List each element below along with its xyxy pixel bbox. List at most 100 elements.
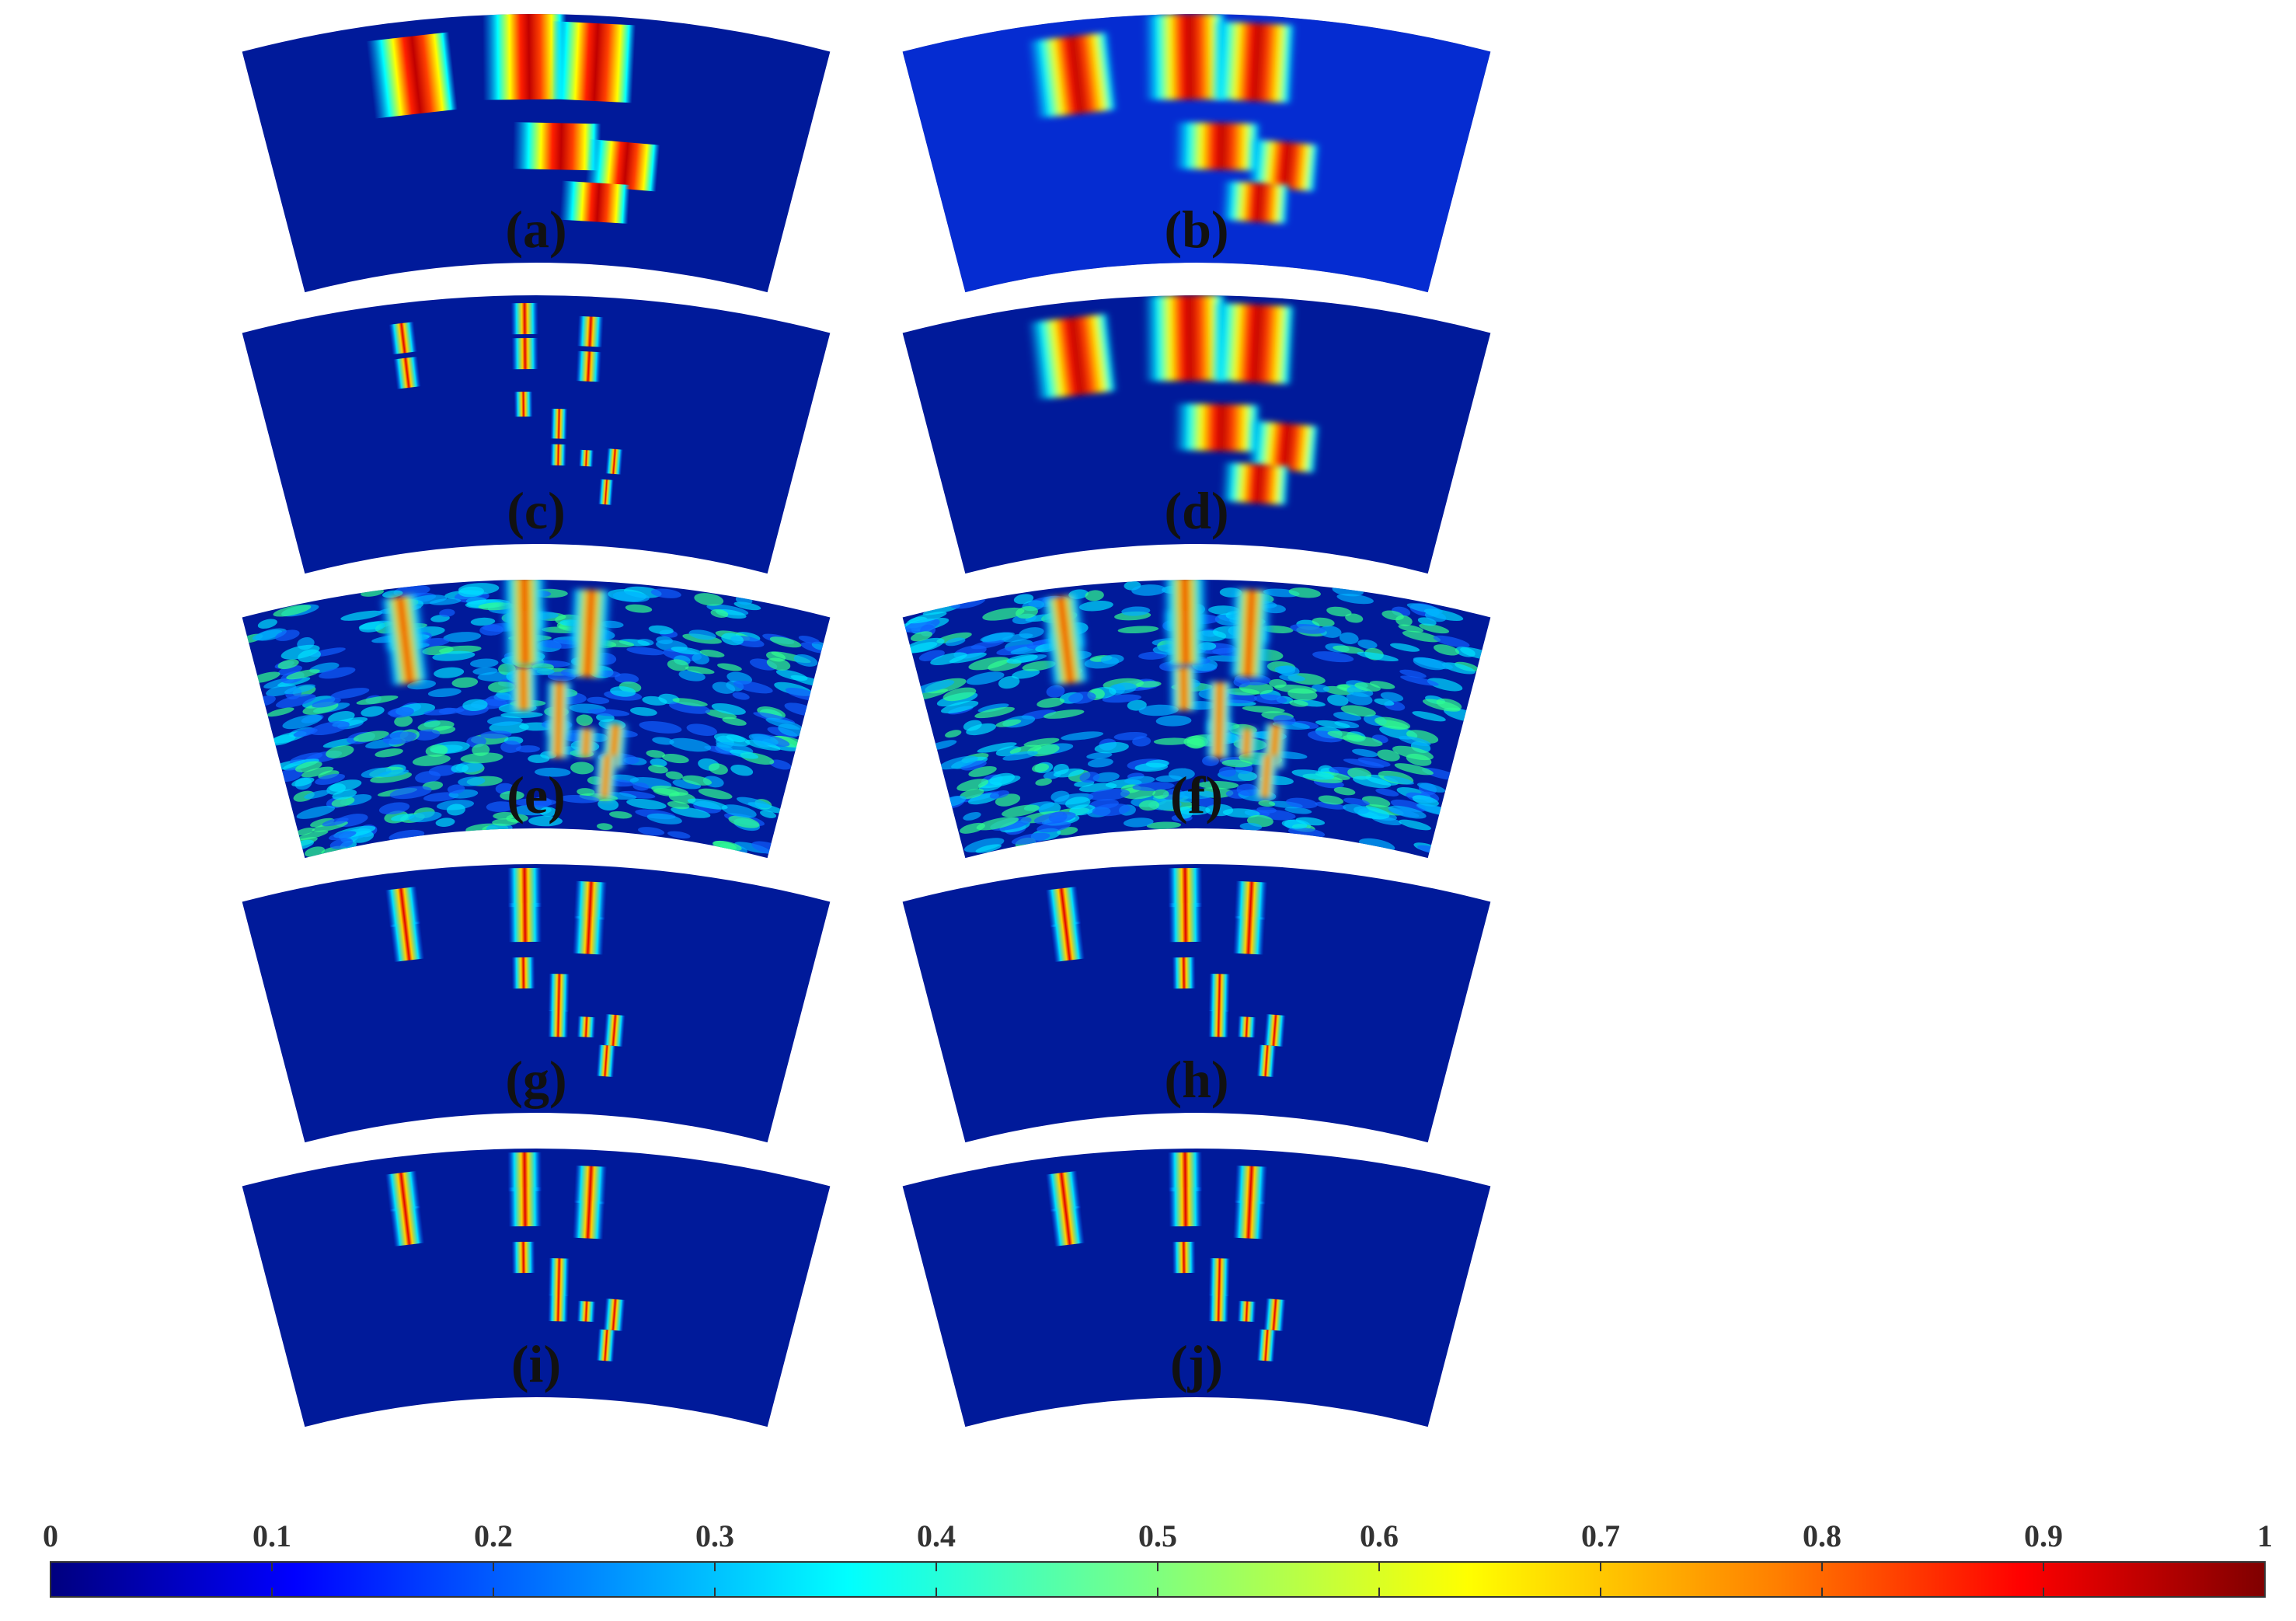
speckle-mark	[576, 714, 593, 727]
panel-d: (d)	[902, 295, 1491, 574]
target-mark	[549, 444, 567, 466]
panel-i: (i)	[242, 1149, 831, 1428]
speckle-mark	[614, 673, 639, 684]
speckle-mark	[412, 754, 451, 766]
target-mark	[543, 720, 573, 758]
sector-content-a	[366, 14, 660, 224]
speckle-mark	[960, 760, 987, 771]
speckle-mark	[310, 817, 335, 828]
speckle-mark	[1399, 819, 1431, 831]
speckle-mark	[1352, 748, 1378, 758]
target-mark	[573, 1165, 608, 1204]
band-mark	[366, 32, 458, 119]
sector-field-j	[902, 1149, 1491, 1428]
speckle-mark	[1202, 755, 1219, 766]
speckle-mark	[1146, 821, 1182, 829]
speckle-mark	[472, 667, 498, 675]
speckle-mark	[980, 632, 1015, 642]
speckle-mark	[301, 766, 334, 778]
target-mark	[572, 1200, 605, 1239]
colorbar-tick-label: 0.1	[253, 1518, 291, 1553]
speckle-mark	[1069, 804, 1096, 816]
speckle-mark	[312, 698, 341, 708]
speckle-mark	[904, 642, 938, 654]
speckle-mark	[982, 607, 1025, 621]
speckle-mark	[1398, 624, 1424, 633]
target-mark	[1237, 1016, 1256, 1038]
speckle-mark	[297, 830, 329, 841]
target-mark	[1162, 610, 1210, 666]
target-mark	[604, 448, 624, 475]
speckle-mark	[353, 730, 389, 742]
target-mark	[507, 1152, 542, 1192]
colorbar-tick-label: 0.9	[2024, 1518, 2063, 1553]
speckle-mark	[282, 714, 322, 730]
target-mark	[598, 479, 615, 505]
speckle-mark	[388, 706, 414, 718]
speckle-mark	[486, 801, 515, 812]
target-mark	[596, 1329, 616, 1361]
speckle-mark	[1399, 669, 1427, 678]
speckle-mark	[375, 748, 403, 758]
speckle-mark	[1183, 735, 1208, 748]
target-mark	[1172, 957, 1196, 989]
speckle-mark	[769, 759, 792, 770]
speckle-mark	[977, 775, 1021, 789]
speckle-mark	[769, 636, 802, 648]
speckle-mark	[472, 744, 490, 756]
speckle-mark	[598, 798, 619, 811]
speckle-mark	[977, 742, 1017, 753]
speckle-mark	[1153, 737, 1191, 745]
speckle-mark	[612, 591, 650, 603]
speckle-mark	[685, 666, 715, 675]
speckle-mark	[429, 598, 462, 605]
panel-label-b: (b)	[1164, 200, 1228, 259]
speckle-mark	[699, 649, 725, 658]
speckle-mark	[1345, 613, 1364, 623]
speckle-mark	[1016, 605, 1038, 619]
target-mark	[389, 1205, 425, 1246]
speckle-mark	[667, 659, 689, 671]
speckle-mark	[1422, 699, 1461, 712]
speckle-mark	[1398, 735, 1431, 746]
sector-content-c	[388, 302, 624, 505]
speckle-mark	[286, 669, 320, 680]
speckle-mark	[439, 608, 455, 617]
target-mark	[385, 886, 421, 928]
target-mark	[1234, 880, 1268, 920]
speckle-mark	[413, 729, 441, 741]
band-mark	[1172, 403, 1262, 452]
speckle-mark	[686, 723, 718, 736]
speckle-mark	[1375, 788, 1399, 797]
target-mark	[389, 921, 425, 962]
speckle-mark	[326, 745, 354, 758]
target-mark	[1050, 1205, 1085, 1246]
speckle-mark	[587, 696, 610, 704]
speckle-mark	[1383, 776, 1414, 785]
target-mark	[511, 337, 539, 370]
speckle-mark	[315, 773, 346, 786]
panel-f: (f)	[902, 579, 1491, 859]
target-mark	[550, 408, 568, 439]
speckle-mark	[1312, 617, 1335, 627]
speckle-mark	[705, 709, 737, 720]
speckle-mark	[956, 779, 989, 791]
panel-label-e: (e)	[507, 765, 565, 824]
speckle-mark	[294, 761, 322, 772]
speckle-mark	[1196, 797, 1217, 807]
speckle-mark	[382, 590, 403, 598]
speckle-mark	[1377, 749, 1400, 762]
target-mark	[1233, 727, 1260, 758]
speckle-mark	[1427, 678, 1463, 692]
speckle-mark	[1354, 682, 1381, 692]
speckle-mark	[422, 645, 454, 656]
speckle-mark	[1333, 645, 1364, 654]
speckle-mark	[632, 782, 650, 791]
speckle-mark	[1395, 615, 1413, 626]
speckle-mark	[356, 695, 399, 705]
speckle-mark	[1319, 626, 1342, 638]
target-mark	[577, 315, 604, 347]
target-mark	[501, 610, 549, 666]
speckle-mark	[732, 692, 750, 700]
speckle-mark	[653, 788, 680, 797]
